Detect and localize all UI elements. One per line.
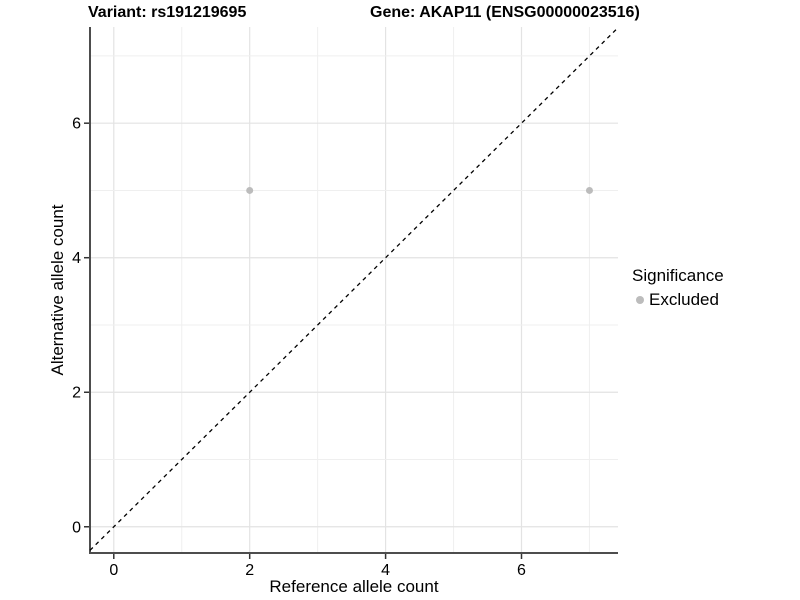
legend-point-icon — [636, 295, 644, 304]
legend: Significance Excluded — [632, 266, 724, 309]
legend-entries: Excluded — [632, 290, 724, 309]
data-point — [246, 186, 254, 194]
plot-title-gene: Gene: AKAP11 (ENSG00000023516) — [370, 4, 640, 21]
identity-dashed-line — [89, 27, 619, 551]
legend-entry: Excluded — [632, 290, 724, 309]
y-axis-title: Alternative allele count — [48, 204, 67, 376]
legend-title: Significance — [632, 266, 724, 285]
y-tick-label: 2 — [72, 385, 81, 402]
x-tick-label: 6 — [517, 562, 526, 579]
y-tick-label: 0 — [72, 519, 81, 536]
x-tick-label: 0 — [109, 562, 118, 579]
data-point — [585, 186, 593, 194]
x-axis-title: Reference allele count — [269, 577, 439, 596]
y-tick-label: 6 — [72, 116, 81, 133]
plot-title-variant: Variant: rs191219695 — [88, 4, 247, 21]
y-tick-label: 4 — [72, 250, 81, 267]
legend-entry-label: Excluded — [649, 290, 719, 309]
x-tick-label: 2 — [245, 562, 254, 579]
x-tick-label: 4 — [381, 562, 390, 579]
